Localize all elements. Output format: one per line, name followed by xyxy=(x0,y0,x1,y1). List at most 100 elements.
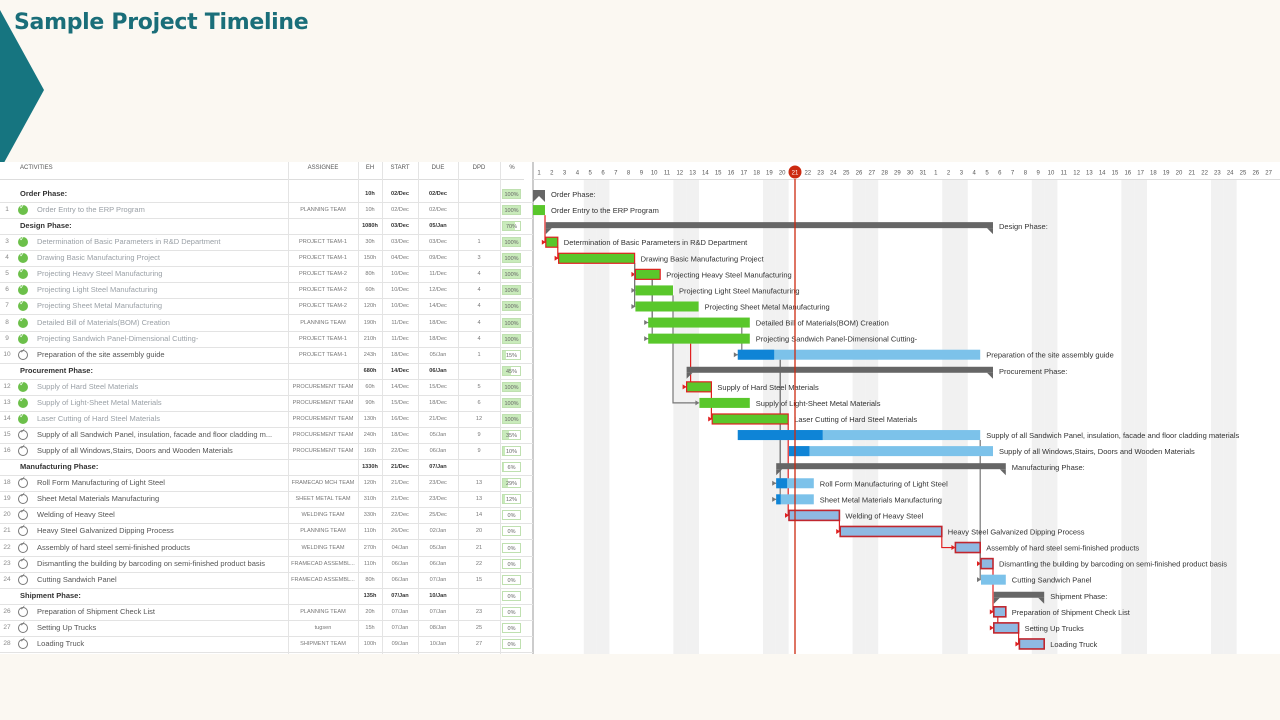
status-check-icon[interactable] xyxy=(18,491,28,505)
activity-name[interactable]: Roll Form Manufacturing of Light Steel xyxy=(37,478,165,488)
table-row[interactable]: 3 Determination of Basic Parameters in R&… xyxy=(0,234,533,252)
activity-name[interactable]: Assembly of hard steel semi-finished pro… xyxy=(37,542,190,552)
task-bar-completed[interactable] xyxy=(711,413,789,425)
col-start[interactable]: START xyxy=(382,162,418,180)
phase-summary-bar[interactable] xyxy=(545,222,993,229)
status-check-icon[interactable] xyxy=(18,556,28,569)
phase-summary-bar[interactable] xyxy=(686,366,993,373)
phase-row[interactable]: Shipment Phase: 135h 07/Jan 10/Jan 0% xyxy=(0,588,533,605)
table-row[interactable]: 8 Detailed Bill of Materials(BOM) Creatio… xyxy=(0,315,533,332)
table-row[interactable]: 21 Heavy Steel Galvanized Dipping Process… xyxy=(0,523,533,541)
table-row[interactable]: 23 Dismantling the building by barcoding … xyxy=(0,556,533,573)
task-bar-overdue[interactable] xyxy=(992,606,1007,618)
activity-name[interactable]: Shipment Phase: xyxy=(20,590,81,600)
table-row[interactable]: 27 Setting Up Trucks tugsen 15h 07/Jan 08/Jan… xyxy=(0,620,533,637)
task-bar-completed[interactable] xyxy=(648,317,750,328)
completed-check-icon[interactable] xyxy=(18,315,28,328)
task-bar-completed[interactable] xyxy=(635,285,673,296)
table-row[interactable]: 10 Preparation of the site assembly guide… xyxy=(0,347,533,364)
activity-name[interactable]: Order Entry to the ERP Program xyxy=(37,205,145,215)
table-row[interactable]: 13 Supply of Light-Sheet Metal Materials P… xyxy=(0,395,533,412)
table-row[interactable]: 22 Assembly of hard steel semi-finished p… xyxy=(0,540,533,557)
activity-name[interactable]: Preparation of the site assembly guide xyxy=(37,349,165,359)
task-bar-completed[interactable] xyxy=(634,268,661,280)
table-row[interactable]: 9 Projecting Sandwich Panel-Dimensional C… xyxy=(0,331,533,348)
table-row[interactable]: 12 Supply of Hard Steel Materials PROCUREM… xyxy=(0,379,533,396)
activity-name[interactable]: Design Phase: xyxy=(20,221,72,231)
table-row[interactable]: 26 Preparation of Shipment Check List PLAN… xyxy=(0,604,533,621)
task-bar-completed[interactable] xyxy=(558,252,636,264)
activity-name[interactable]: Order Phase: xyxy=(20,189,68,198)
col-eh[interactable]: EH xyxy=(358,162,382,180)
status-check-icon[interactable] xyxy=(18,475,28,489)
phase-summary-bar[interactable] xyxy=(776,463,1006,470)
activity-name[interactable]: Projecting Sheet Metal Manufacturing xyxy=(37,301,163,311)
activity-name[interactable]: Supply of all Sandwich Panel, insulation… xyxy=(37,430,273,440)
activity-name[interactable]: Supply of Light-Sheet Metal Materials xyxy=(37,397,162,407)
status-check-icon[interactable] xyxy=(18,572,28,585)
completed-check-icon[interactable] xyxy=(18,282,28,296)
table-row[interactable]: 15 Supply of all Sandwich Panel, insulati… xyxy=(0,427,533,445)
status-check-icon[interactable] xyxy=(18,347,28,360)
activity-name[interactable]: Manufacturing Phase: xyxy=(20,462,99,472)
task-bar-overdue[interactable] xyxy=(788,509,841,522)
task-bar-completed[interactable] xyxy=(635,301,699,312)
activity-name[interactable]: Setting Up Trucks xyxy=(37,622,97,632)
phase-row[interactable]: Procurement Phase: 680h 14/Dec 06/Jan 45% xyxy=(0,363,533,380)
activity-name[interactable]: Cutting Sandwich Panel xyxy=(37,574,117,584)
col-assignee[interactable]: ASSIGNEE xyxy=(288,162,358,180)
table-row[interactable]: 1 Order Entry to the ERP Program PLANNING … xyxy=(0,202,533,220)
completed-check-icon[interactable] xyxy=(18,331,28,344)
completed-check-icon[interactable] xyxy=(18,234,28,248)
activity-name[interactable]: Dismantling the building by barcoding on… xyxy=(37,558,266,568)
task-bar-completed[interactable] xyxy=(648,333,750,344)
activity-name[interactable]: Determination of Basic Parameters in R&D… xyxy=(37,237,221,247)
activity-name[interactable]: Laser Cutting of Hard Steel Materials xyxy=(37,413,160,423)
task-bar-overdue[interactable] xyxy=(839,525,943,538)
col-dpd[interactable]: DPD xyxy=(458,162,500,180)
activity-name[interactable]: Projecting Light Steel Manufacturing xyxy=(37,285,158,295)
status-check-icon[interactable] xyxy=(18,523,28,537)
phase-row[interactable]: Manufacturing Phase: 1330h 21/Dec 07/Jan 6% xyxy=(0,459,533,477)
activity-name[interactable]: Sheet Metal Materials Manufacturing xyxy=(37,494,160,504)
pane-splitter[interactable] xyxy=(532,162,534,654)
status-check-icon[interactable] xyxy=(18,636,28,649)
completed-check-icon[interactable] xyxy=(18,411,28,424)
activity-name[interactable]: Drawing Basic Manufacturing Project xyxy=(37,253,160,263)
task-bar-completed[interactable] xyxy=(686,381,713,393)
activity-name[interactable]: Procurement Phase: xyxy=(20,365,93,375)
col-pct[interactable]: % xyxy=(500,162,524,180)
status-check-icon[interactable] xyxy=(18,507,28,521)
table-row[interactable]: 4 Drawing Basic Manufacturing Project PROJ… xyxy=(0,250,533,268)
activity-name[interactable]: Detailed Bill of Materials(BOM) Creation xyxy=(37,317,170,327)
table-row[interactable]: 18 Roll Form Manufacturing of Light Steel… xyxy=(0,475,533,493)
activity-name[interactable]: Welding of Heavy Steel xyxy=(37,510,115,520)
activity-name[interactable]: Supply of Hard Steel Materials xyxy=(37,381,139,391)
task-bar[interactable] xyxy=(737,430,981,441)
task-bar-overdue[interactable] xyxy=(980,557,994,570)
table-row[interactable]: 24 Cutting Sandwich Panel FRAMECAD ASSEMBL… xyxy=(0,572,533,589)
activity-name[interactable]: Projecting Heavy Steel Manufacturing xyxy=(37,269,163,279)
table-row[interactable]: 16 Supply of all Windows,Stairs, Doors an… xyxy=(0,443,533,461)
table-row[interactable]: 19 Sheet Metal Materials Manufacturing SHE… xyxy=(0,491,533,509)
completed-check-icon[interactable] xyxy=(18,395,28,408)
status-check-icon[interactable] xyxy=(18,427,28,441)
task-bar-completed[interactable] xyxy=(699,397,750,408)
table-row[interactable]: 28 Loading Truck SHIPMENT TEAM 100h 09/Jan 10… xyxy=(0,636,533,653)
col-due[interactable]: DUE xyxy=(418,162,458,180)
table-row[interactable]: 20 Welding of Heavy Steel WELDING TEAM 330h… xyxy=(0,507,533,525)
task-bar-overdue[interactable] xyxy=(1018,638,1045,650)
completed-check-icon[interactable] xyxy=(18,202,28,216)
status-check-icon[interactable] xyxy=(18,620,28,633)
activity-name[interactable]: Supply of all Windows,Stairs, Doors and … xyxy=(37,446,233,456)
today-marker[interactable] xyxy=(788,165,802,179)
phase-summary-bar[interactable] xyxy=(533,190,545,196)
completed-check-icon[interactable] xyxy=(18,266,28,280)
task-bar-completed[interactable] xyxy=(545,236,559,248)
table-row[interactable]: 14 Laser Cutting of Hard Steel Materials P… xyxy=(0,411,533,428)
status-check-icon[interactable] xyxy=(18,604,28,617)
table-row[interactable]: 7 Projecting Sheet Metal Manufacturing PRO… xyxy=(0,298,533,316)
activity-name[interactable]: Loading Truck xyxy=(37,638,85,648)
task-bar-overdue[interactable] xyxy=(992,622,1020,634)
completed-check-icon[interactable] xyxy=(18,298,28,312)
